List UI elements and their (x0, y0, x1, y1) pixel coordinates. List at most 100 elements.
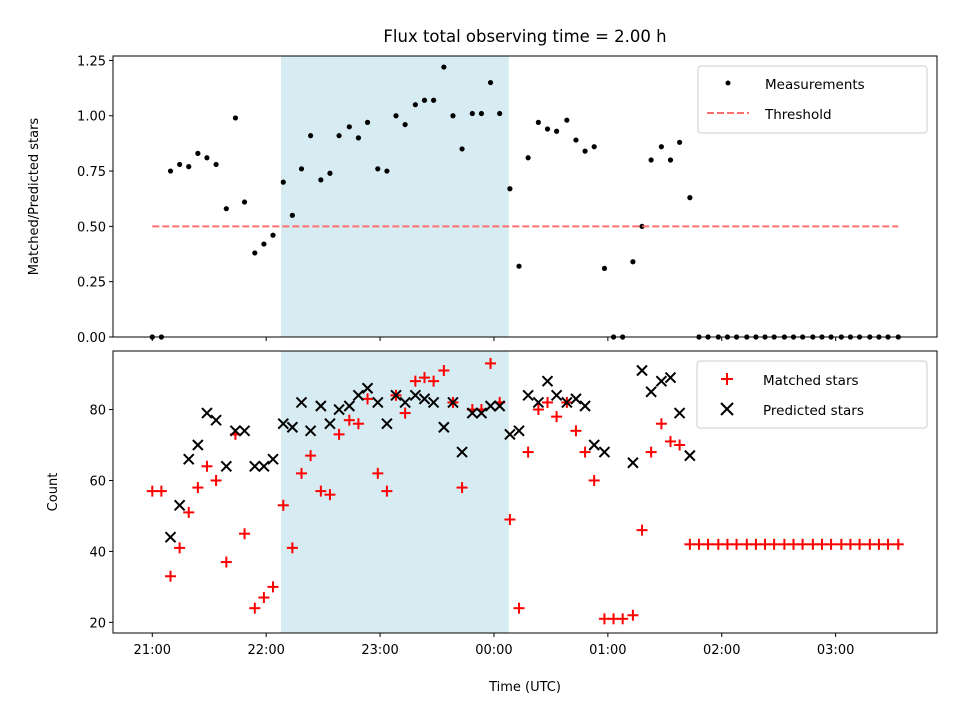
matched-star-point (201, 460, 213, 472)
predicted-star-point (532, 396, 545, 409)
measurement-point (667, 157, 674, 163)
bottom-panel-x-axis-label: Time (UTC) (488, 680, 561, 695)
measurement-point (591, 144, 597, 150)
predicted-star-point (361, 382, 374, 394)
predicted-star-point (456, 446, 468, 458)
measurement-point (573, 137, 579, 143)
predicted-star-point (447, 396, 459, 409)
x-tick-label: 22:00 (247, 643, 284, 658)
legend-predicted-label: Predicted stars (763, 403, 864, 419)
measurement-point (431, 97, 437, 103)
predicted-star-point (390, 389, 402, 402)
measurement-point (364, 119, 371, 125)
y-tick-label: 40 (89, 545, 106, 560)
predicted-star-point (475, 407, 488, 419)
legend-frame (697, 65, 928, 134)
matched-star-point (324, 489, 336, 501)
measurement-point (318, 177, 324, 183)
matched-star-point (267, 581, 279, 593)
matched-star-point (664, 435, 676, 447)
measurement-point (327, 170, 333, 176)
measurement-point (355, 135, 362, 141)
predicted-star-point (655, 375, 668, 387)
predicted-star-point (522, 389, 534, 402)
measurement-point (346, 124, 352, 130)
predicted-star-point (684, 449, 696, 462)
predicted-star-point (493, 400, 506, 412)
predicted-star-point (561, 396, 573, 409)
predicted-star-point (418, 393, 431, 405)
matched-star-point (588, 474, 600, 486)
measurement-point (469, 110, 475, 117)
matched-star-point (627, 609, 639, 621)
bottom-panel: 20 40 60 80 21:00 22:00 23:00 00:00 01:00 02:00 03… (46, 350, 938, 695)
bottom-panel-y-axis-label: Count (46, 473, 61, 512)
matched-star-point (352, 418, 364, 430)
predicted-star-point (673, 407, 686, 419)
matched-star-point (551, 411, 563, 423)
top-panel: 0.00 0.25 0.50 0.75 1.00 1.25 Matched/Predict… (27, 54, 938, 346)
legend-frame (696, 360, 928, 429)
matched-star-point (731, 538, 743, 550)
bottom-panel-frame (112, 350, 938, 634)
legend-threshold-label: Threshold (764, 107, 832, 123)
matched-star-point (295, 467, 307, 479)
matched-star-point (456, 482, 468, 494)
measurement-point (167, 168, 174, 174)
matched-star-point (210, 474, 222, 486)
predicted-star-point (295, 396, 308, 409)
matched-star-point (655, 418, 667, 430)
matched-star-point (532, 404, 544, 416)
x-tick-label: 03:00 (817, 643, 854, 658)
chart-title: Flux total observing time = 2.00 h (383, 27, 666, 46)
x-tick-label: 00:00 (475, 643, 512, 658)
y-tick-label: 0.00 (77, 331, 106, 346)
matched-star-point (418, 372, 430, 384)
predicted-star-point (333, 403, 345, 416)
predicted-star-point (438, 421, 450, 433)
predicted-star-point (258, 460, 270, 472)
measurement-point (186, 164, 192, 170)
measurement-point (177, 161, 183, 168)
measurement-point (213, 161, 219, 168)
matched-star-point (155, 485, 167, 497)
measurement-point (525, 155, 531, 161)
matched-star-point (315, 485, 327, 497)
matched-star-point (645, 446, 657, 458)
predicted-star-point (286, 421, 299, 433)
measurement-point (450, 113, 456, 119)
matched-star-point (825, 538, 837, 550)
predicted-star-point (229, 425, 242, 437)
predicted-star-point (627, 457, 639, 469)
predicted-star-point (164, 531, 177, 543)
predicted-star-point (372, 396, 384, 409)
measurement-point (280, 179, 286, 185)
predicted-star-point (504, 428, 516, 441)
measurement-point (544, 126, 551, 132)
measurement-point (402, 121, 408, 128)
matched-star-point (522, 446, 534, 458)
predicted-star-point (409, 389, 422, 402)
matched-star-point (428, 375, 440, 387)
predicted-star-point (466, 407, 479, 419)
matched-star-point (381, 485, 393, 497)
y-tick-label: 0.75 (77, 165, 106, 180)
measurement-point (516, 263, 522, 269)
matched-star-point (882, 538, 894, 550)
matched-star-point (617, 613, 629, 625)
measurement-point (497, 110, 503, 117)
predicted-star-point (550, 389, 563, 402)
y-tick-label: 80 (89, 404, 106, 419)
legend-measurements-label: Measurements (765, 77, 865, 93)
measurement-point (441, 64, 447, 70)
y-tick-label: 0.50 (77, 220, 106, 235)
measurement-point (195, 150, 201, 156)
matched-star-point (239, 528, 251, 540)
predicted-star-point (343, 400, 356, 412)
predicted-star-point (192, 439, 204, 451)
measurement-point (241, 199, 248, 205)
measurement-point (582, 148, 588, 154)
predicted-star-point (484, 400, 497, 412)
measurement-point (232, 115, 239, 121)
